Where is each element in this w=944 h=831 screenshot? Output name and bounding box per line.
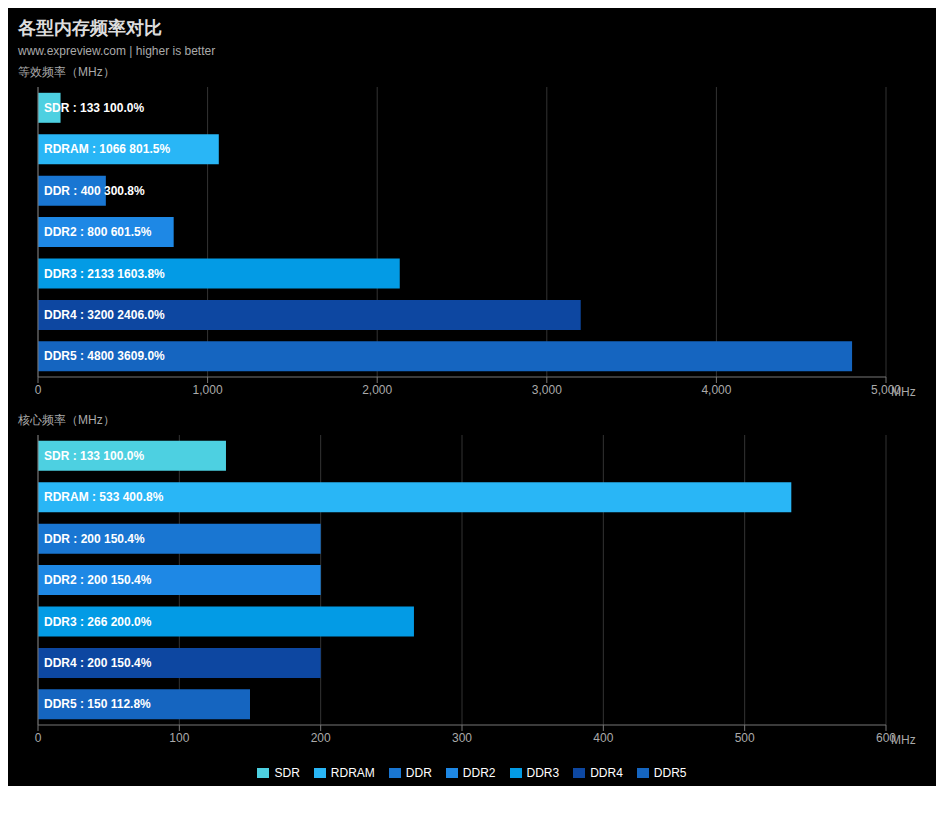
- html-text:等效频率（MHz）: 等效频率（MHz）: [18, 65, 115, 79]
- svg-text:4,000: 4,000: [701, 383, 731, 397]
- html-text:RDRAM: RDRAM: [330, 766, 375, 780]
- svg-text:DDR5 : 150 112.8%: DDR5 : 150 112.8%: [44, 697, 151, 711]
- svg-text:RDRAM : 1066 801.5%: RDRAM : 1066 801.5%: [44, 142, 170, 156]
- svg-text:500: 500: [735, 731, 755, 745]
- html-text:核心频率（MHz）: 核心频率（MHz）: [18, 413, 115, 427]
- svg-text:SDR : 133 100.0%: SDR : 133 100.0%: [44, 101, 144, 115]
- svg-text:DDR4 : 200 150.4%: DDR4 : 200 150.4%: [44, 656, 152, 670]
- svg-text:400: 400: [593, 731, 613, 745]
- svg-text:5,000: 5,000: [871, 382, 901, 397]
- svg-text:200: 200: [311, 731, 331, 745]
- html-text:DDR5: DDR5: [653, 766, 687, 780]
- svg-text:300: 300: [452, 731, 472, 745]
- html-text:SDR: SDR: [274, 766, 300, 780]
- html-text:DDR4: DDR4: [590, 766, 623, 780]
- svg-text:3,000: 3,000: [532, 383, 562, 397]
- svg-text:100: 100: [169, 731, 189, 745]
- html-text:各型内存频率对比: 各型内存频率对比: [18, 18, 162, 38]
- html-text:DDR2: DDR2: [462, 766, 496, 780]
- svg-text:2,000: 2,000: [362, 383, 392, 397]
- html-text:DDR: DDR: [405, 766, 432, 780]
- svg-text:RDRAM : 533 400.8%: RDRAM : 533 400.8%: [44, 490, 164, 504]
- svg-text:MHz: MHz: [891, 733, 916, 747]
- svg-text:DDR3 : 2133 1603.8%: DDR3 : 2133 1603.8%: [44, 267, 165, 281]
- svg-text:DDR3 : 266 200.0%: DDR3 : 266 200.0%: [44, 615, 152, 629]
- svg-text:0: 0: [35, 731, 42, 745]
- svg-text:DDR : 400 300.8%: DDR : 400 300.8%: [44, 184, 145, 198]
- svg-text:DDR2 : 800 601.5%: DDR2 : 800 601.5%: [44, 225, 152, 239]
- svg-text:DDR4 : 3200 2406.0%: DDR4 : 3200 2406.0%: [44, 308, 165, 322]
- svg-text:600: 600: [876, 730, 896, 745]
- svg-text:MHz: MHz: [891, 385, 916, 399]
- svg-text:1,000: 1,000: [193, 383, 223, 397]
- html-text:www.expreview.com | higher is: www.expreview.com | higher is better: [18, 44, 216, 58]
- svg-text:DDR : 200 150.4%: DDR : 200 150.4%: [44, 532, 145, 546]
- svg-text:SDR : 133 100.0%: SDR : 133 100.0%: [44, 449, 144, 463]
- html-text:DDR3: DDR3: [526, 766, 560, 780]
- svg-text:0: 0: [35, 383, 42, 397]
- svg-text:DDR2 : 200 150.4%: DDR2 : 200 150.4%: [44, 573, 152, 587]
- svg-text:DDR5 : 4800 3609.0%: DDR5 : 4800 3609.0%: [44, 349, 165, 363]
